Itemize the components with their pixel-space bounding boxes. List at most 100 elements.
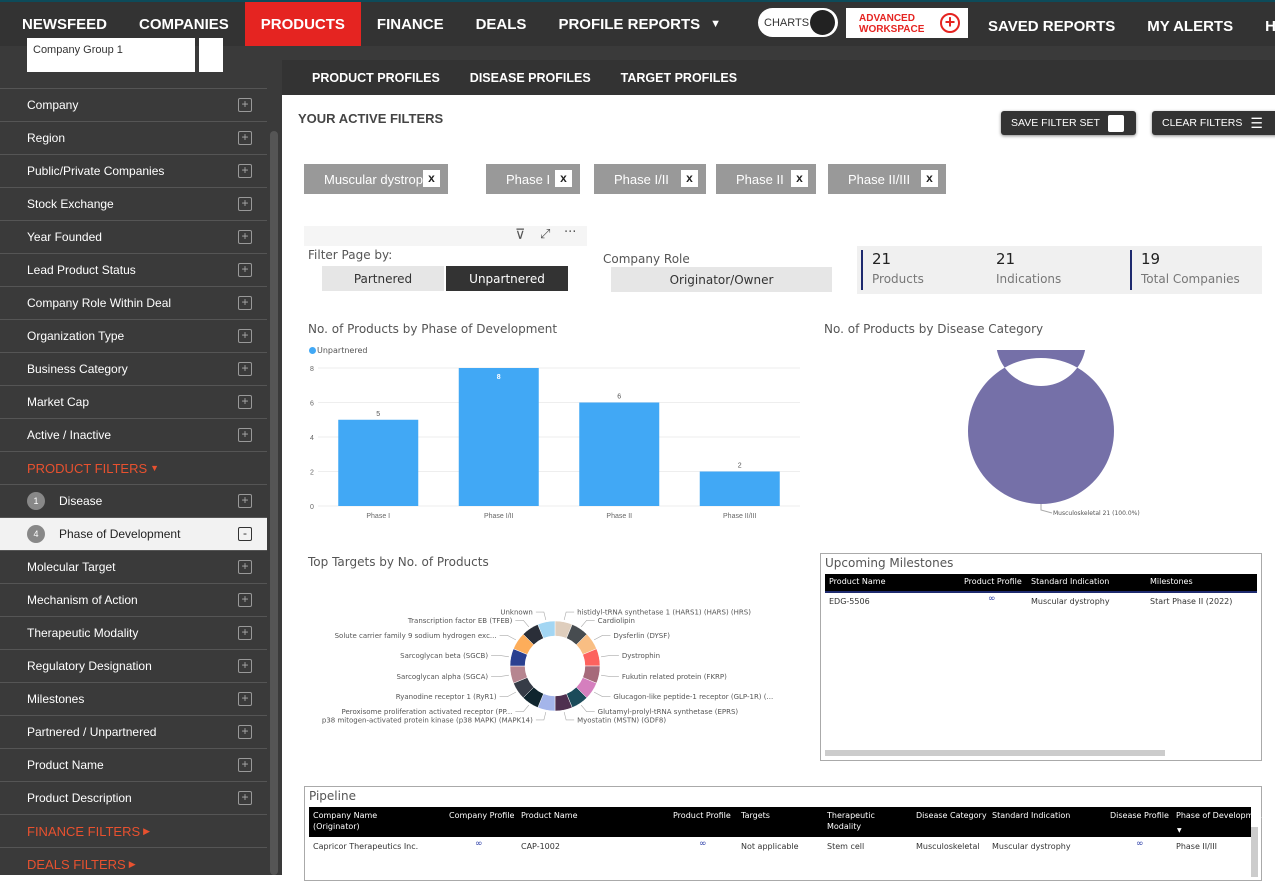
- expand-plus-icon[interactable]: +: [238, 428, 252, 442]
- col-header[interactable]: Targets: [741, 811, 770, 820]
- remove-chip-button[interactable]: x: [921, 170, 938, 187]
- col-header[interactable]: Disease Profile: [1110, 811, 1169, 820]
- sidebar-item-mechanism-of-action[interactable]: Mechanism of Action +: [0, 583, 267, 616]
- expand-plus-icon[interactable]: +: [238, 725, 252, 739]
- nav-newsfeed[interactable]: NEWSFEED: [22, 15, 108, 33]
- expand-plus-icon[interactable]: +: [238, 659, 252, 673]
- expand-plus-icon[interactable]: +: [238, 395, 252, 409]
- sidebar-item-lead-product-status[interactable]: Lead Product Status +: [0, 253, 267, 286]
- col-header[interactable]: Product Profile: [964, 577, 1022, 586]
- more-options-icon[interactable]: ···: [564, 225, 577, 240]
- sidebar-item-product-description[interactable]: Product Description +: [0, 781, 267, 814]
- expand-plus-icon[interactable]: +: [238, 131, 252, 145]
- expand-plus-icon[interactable]: +: [238, 197, 252, 211]
- link-icon[interactable]: ∞: [699, 839, 707, 849]
- nav-profile-reports[interactable]: PROFILE REPORTS ▼: [542, 2, 737, 46]
- sidebar-item-region[interactable]: Region +: [0, 121, 267, 154]
- sidebar-item-active-inactive[interactable]: Active / Inactive +: [0, 418, 267, 451]
- col-header[interactable]: Product Name: [829, 577, 886, 586]
- finance-filters-header[interactable]: FINANCE FILTERS ▶: [0, 814, 267, 847]
- expand-plus-icon[interactable]: +: [238, 263, 252, 277]
- unpartnered-button[interactable]: Unpartnered: [446, 266, 568, 291]
- donut-slice[interactable]: [968, 350, 1114, 504]
- remove-chip-button[interactable]: x: [423, 170, 440, 187]
- expand-plus-icon[interactable]: +: [238, 593, 252, 607]
- focus-mode-icon[interactable]: ⤢: [540, 227, 551, 242]
- col-header[interactable]: Phase of Developme...: [1176, 811, 1266, 820]
- sidebar-scrollbar[interactable]: [270, 131, 278, 875]
- bar[interactable]: [338, 419, 419, 506]
- sort-desc-icon[interactable]: ▼: [1177, 827, 1182, 834]
- sidebar-item-phase[interactable]: 4 Phase of Development -: [0, 517, 267, 550]
- expand-plus-icon[interactable]: +: [238, 692, 252, 706]
- col-header[interactable]: Company Profile: [449, 811, 515, 820]
- donut-slice[interactable]: [537, 620, 556, 639]
- nav-finance[interactable]: FINANCE: [376, 15, 444, 33]
- bar[interactable]: [579, 402, 660, 507]
- col-header[interactable]: Standard Indication: [992, 811, 1071, 820]
- expand-plus-icon[interactable]: +: [238, 494, 252, 508]
- sidebar-item-company-role-within-deal[interactable]: Company Role Within Deal +: [0, 286, 267, 319]
- expand-plus-icon[interactable]: +: [238, 758, 252, 772]
- sidebar-item-business-category[interactable]: Business Category +: [0, 352, 267, 385]
- nav-help[interactable]: HELP: [1265, 17, 1275, 35]
- link-icon[interactable]: ∞: [988, 594, 996, 604]
- col-header[interactable]: Milestones: [1150, 577, 1193, 586]
- product-filters-header[interactable]: PRODUCT FILTERS ▼: [0, 451, 267, 484]
- sidebar-item-therapeutic-modality[interactable]: Therapeutic Modality +: [0, 616, 267, 649]
- expand-plus-icon[interactable]: +: [238, 296, 252, 310]
- save-filter-set-button[interactable]: SAVE FILTER SET: [1001, 111, 1136, 135]
- expand-plus-icon[interactable]: +: [238, 791, 252, 805]
- sidebar-item-organization-type[interactable]: Organization Type +: [0, 319, 267, 352]
- sidebar-item-disease[interactable]: 1 Disease +: [0, 484, 267, 517]
- col-header[interactable]: Product Profile: [673, 811, 731, 820]
- advanced-workspace-button[interactable]: ADVANCED WORKSPACE +: [846, 8, 968, 38]
- expand-plus-icon[interactable]: +: [238, 230, 252, 244]
- nav-companies[interactable]: COMPANIES: [139, 15, 229, 33]
- vertical-scrollbar[interactable]: [1251, 827, 1258, 877]
- nav-products[interactable]: PRODUCTS: [244, 2, 361, 46]
- col-header[interactable]: Company Name (Originator): [313, 811, 378, 831]
- expand-plus-icon[interactable]: +: [238, 329, 252, 343]
- link-icon[interactable]: ∞: [1136, 839, 1144, 849]
- filter-icon[interactable]: ⊽: [515, 227, 526, 243]
- sidebar-item-company[interactable]: Company +: [0, 88, 267, 121]
- nav-deals[interactable]: DEALS: [475, 15, 527, 33]
- col-header[interactable]: Product Name: [521, 811, 578, 820]
- originator-owner-button[interactable]: Originator/Owner: [611, 267, 832, 292]
- bar[interactable]: [699, 471, 780, 507]
- tab-disease-profiles[interactable]: DISEASE PROFILES: [469, 70, 591, 85]
- partnered-button[interactable]: Partnered: [322, 266, 444, 291]
- link-icon[interactable]: ∞: [475, 839, 483, 849]
- clear-filters-button[interactable]: CLEAR FILTERS ☰: [1152, 111, 1275, 135]
- deals-filters-header[interactable]: DEALS FILTERS ▶: [0, 847, 267, 880]
- remove-chip-button[interactable]: x: [791, 170, 808, 187]
- remove-chip-button[interactable]: x: [681, 170, 698, 187]
- sidebar-item-market-cap[interactable]: Market Cap +: [0, 385, 267, 418]
- sidebar-item-milestones[interactable]: Milestones +: [0, 682, 267, 715]
- expand-plus-icon[interactable]: +: [238, 626, 252, 640]
- tab-product-profiles[interactable]: PRODUCT PROFILES: [312, 70, 440, 85]
- sidebar-item-year-founded[interactable]: Year Founded +: [0, 220, 267, 253]
- nav-saved-reports[interactable]: SAVED REPORTS: [988, 17, 1116, 35]
- tab-target-profiles[interactable]: TARGET PROFILES: [620, 70, 738, 85]
- sidebar-item-molecular-target[interactable]: Molecular Target +: [0, 550, 267, 583]
- company-group-select[interactable]: Company Group 1: [27, 38, 195, 72]
- collapse-minus-icon[interactable]: -: [238, 527, 252, 541]
- sidebar-item-product-name[interactable]: Product Name +: [0, 748, 267, 781]
- sidebar-item-partnered-unpartnered[interactable]: Partnered / Unpartnered +: [0, 715, 267, 748]
- sidebar-item-regulatory-designation[interactable]: Regulatory Designation +: [0, 649, 267, 682]
- remove-chip-button[interactable]: x: [555, 170, 572, 187]
- expand-plus-icon[interactable]: +: [238, 560, 252, 574]
- expand-plus-icon[interactable]: +: [238, 98, 252, 112]
- col-header[interactable]: Standard Indication: [1031, 577, 1110, 586]
- expand-plus-icon[interactable]: +: [238, 362, 252, 376]
- bar[interactable]: [458, 368, 539, 506]
- col-header[interactable]: Disease Category: [916, 811, 987, 820]
- nav-my-alerts[interactable]: MY ALERTS: [1147, 17, 1234, 35]
- company-group-add-button[interactable]: [199, 38, 223, 72]
- charts-toggle[interactable]: CHARTS: [758, 8, 838, 37]
- sidebar-item-public-private-companies[interactable]: Public/Private Companies +: [0, 154, 267, 187]
- sidebar-item-stock-exchange[interactable]: Stock Exchange +: [0, 187, 267, 220]
- col-header[interactable]: Therapeutic Modality: [827, 811, 875, 831]
